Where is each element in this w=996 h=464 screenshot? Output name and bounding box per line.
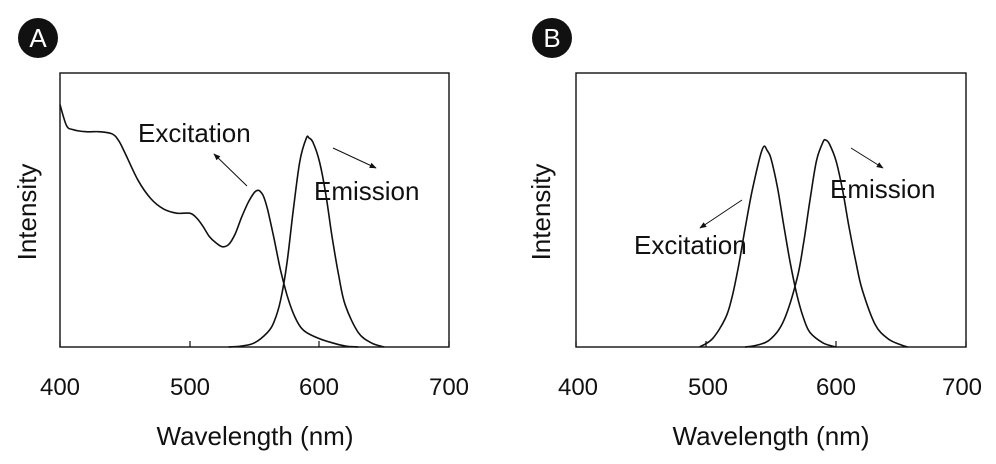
arrow-a-excitation <box>213 153 248 187</box>
x-axis-title-b: Wavelength (nm) <box>673 421 870 451</box>
y-axis-title-b: Intensity <box>526 164 556 261</box>
series-line-a-emission <box>228 135 385 348</box>
arrow-b-excitation <box>699 199 743 229</box>
series-line-a-excitation <box>59 104 359 348</box>
x-tick-label-a-400: 400 <box>40 374 80 401</box>
panel-badge-b <box>532 18 572 58</box>
plot-frame-b <box>575 72 967 348</box>
x-tick-label-b-600: 600 <box>816 374 856 401</box>
series-line-b-excitation <box>699 145 837 348</box>
x-tick-label-a-700: 700 <box>429 374 469 401</box>
annotation-a-emission: Emission <box>314 176 419 206</box>
panel-badge-b-label: B <box>543 23 560 53</box>
x-ticks-a <box>59 341 450 347</box>
panel-badge-a-label: A <box>29 23 47 53</box>
panel-a: A 400 500 600 700 Wavelength (nm) Intens… <box>12 18 469 451</box>
annotation-b-excitation: Excitation <box>634 230 747 260</box>
plot-frame-a <box>59 72 450 348</box>
y-axis-title-a: Intensity <box>12 164 42 261</box>
x-ticks-b <box>575 341 967 347</box>
annotation-b-emission: Emission <box>830 174 935 204</box>
annotation-a-excitation: Excitation <box>138 118 251 148</box>
arrow-b-emission <box>850 147 884 169</box>
panel-b: B 400 500 600 700 Wavelength (nm) Intens… <box>526 18 982 451</box>
x-tick-label-b-700: 700 <box>942 374 982 401</box>
series-line-b-emission <box>744 138 908 348</box>
x-tick-label-b-500: 500 <box>688 374 728 401</box>
x-tick-labels-b: 400 500 600 700 <box>558 374 982 401</box>
x-tick-label-a-500: 500 <box>170 374 210 401</box>
panel-badge-a <box>18 18 58 58</box>
arrow-a-emission <box>332 147 377 169</box>
x-tick-label-a-600: 600 <box>299 374 339 401</box>
x-axis-title-a: Wavelength (nm) <box>157 421 354 451</box>
x-tick-labels-a: 400 500 600 700 <box>40 374 469 401</box>
x-tick-label-b-400: 400 <box>558 374 598 401</box>
